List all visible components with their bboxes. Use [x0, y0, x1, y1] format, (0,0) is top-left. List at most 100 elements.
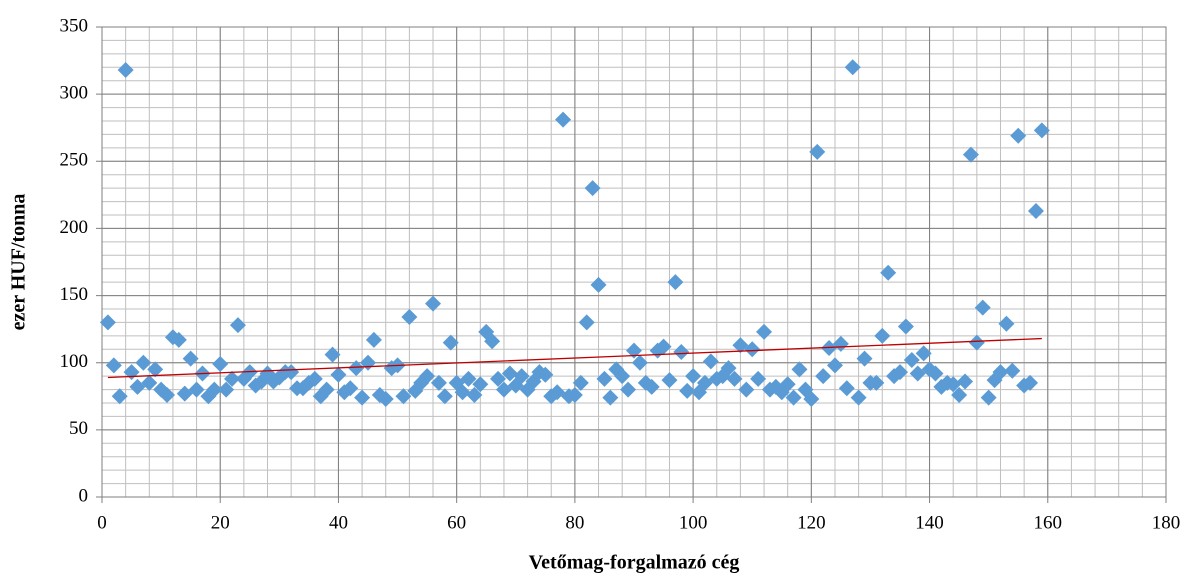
- point: [1033, 122, 1050, 139]
- point: [318, 381, 335, 398]
- point: [1010, 127, 1027, 144]
- y-tick-label: 250: [60, 150, 89, 171]
- point: [892, 364, 908, 381]
- point: [998, 315, 1015, 332]
- point: [945, 376, 962, 393]
- point: [170, 331, 187, 348]
- point: [135, 354, 152, 371]
- point: [702, 353, 719, 370]
- point: [537, 366, 554, 383]
- point: [490, 370, 507, 387]
- point: [206, 381, 223, 398]
- point: [188, 381, 205, 398]
- point: [679, 382, 696, 399]
- point: [631, 354, 648, 371]
- point: [572, 374, 589, 391]
- point: [685, 368, 702, 385]
- x-tick-label: 120: [797, 512, 826, 533]
- point: [750, 370, 767, 387]
- y-tick-label: 300: [60, 83, 89, 104]
- point: [466, 386, 483, 403]
- x-tick-label: 40: [329, 512, 348, 533]
- point: [454, 384, 471, 401]
- point: [401, 309, 418, 326]
- point: [584, 180, 601, 197]
- point: [927, 365, 944, 382]
- point: [1027, 202, 1044, 219]
- point: [826, 357, 843, 374]
- point: [354, 389, 371, 406]
- point: [596, 370, 613, 387]
- trendline: [107, 337, 1042, 379]
- point: [218, 381, 235, 398]
- plot-frame: [101, 26, 1167, 498]
- point: [880, 264, 897, 281]
- point: [105, 357, 122, 374]
- x-tick-label: 60: [447, 512, 466, 533]
- x-tick-label: 140: [915, 512, 944, 533]
- point: [992, 364, 1009, 381]
- point: [147, 361, 164, 378]
- point: [348, 360, 365, 377]
- x-tick-label: 0: [97, 512, 107, 533]
- point: [330, 366, 347, 383]
- point: [472, 376, 489, 393]
- x-tick-label: 80: [565, 512, 584, 533]
- point: [602, 389, 619, 406]
- point: [566, 386, 583, 403]
- point: [957, 373, 974, 390]
- point: [224, 370, 241, 387]
- y-tick-label: 100: [60, 351, 89, 372]
- point: [968, 334, 985, 351]
- point: [578, 314, 595, 331]
- point: [962, 146, 979, 163]
- point: [1004, 362, 1021, 379]
- point: [667, 274, 684, 291]
- point: [419, 368, 436, 385]
- y-axis-label: ezer HUF/tonna: [8, 194, 30, 331]
- y-tick-label: 350: [60, 15, 89, 36]
- point: [661, 372, 678, 389]
- point: [809, 143, 826, 160]
- point: [756, 323, 773, 340]
- y-tick-label: 0: [79, 485, 89, 506]
- y-tick-label: 150: [60, 284, 89, 305]
- point: [590, 276, 607, 293]
- point: [324, 346, 341, 363]
- point: [182, 350, 199, 367]
- point: [850, 389, 867, 406]
- point: [815, 368, 832, 385]
- point: [99, 314, 116, 331]
- point: [655, 338, 672, 355]
- point: [342, 380, 359, 397]
- y-tick-label: 200: [60, 217, 89, 238]
- point: [430, 374, 447, 391]
- point: [856, 350, 873, 367]
- point: [425, 295, 442, 312]
- point: [212, 356, 229, 373]
- x-tick-label: 180: [1152, 512, 1181, 533]
- point: [377, 390, 394, 407]
- point: [903, 352, 920, 369]
- point: [501, 365, 518, 382]
- point: [720, 360, 737, 377]
- point: [141, 374, 158, 391]
- point: [791, 361, 808, 378]
- point: [785, 389, 802, 406]
- point: [744, 341, 761, 358]
- point: [442, 334, 459, 351]
- point: [513, 368, 530, 385]
- point: [306, 370, 323, 387]
- point: [915, 345, 932, 362]
- point: [673, 343, 690, 360]
- point: [1022, 374, 1039, 391]
- point: [117, 61, 134, 78]
- point: [726, 370, 743, 387]
- point: [868, 374, 885, 391]
- point: [283, 364, 300, 381]
- point: [460, 370, 477, 387]
- point: [484, 333, 501, 350]
- point: [738, 381, 755, 398]
